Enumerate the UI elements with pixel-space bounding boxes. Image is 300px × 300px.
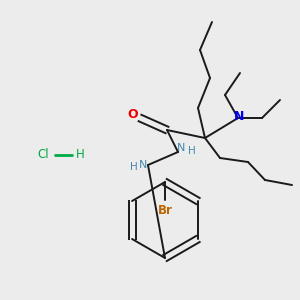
Text: H: H [76, 148, 84, 161]
Text: N: N [139, 160, 147, 170]
Text: Br: Br [158, 203, 172, 217]
Text: H: H [188, 146, 196, 156]
Text: Cl: Cl [37, 148, 49, 161]
Text: O: O [128, 109, 138, 122]
Text: N: N [177, 143, 185, 153]
Text: H: H [130, 162, 138, 172]
Text: N: N [234, 110, 244, 124]
